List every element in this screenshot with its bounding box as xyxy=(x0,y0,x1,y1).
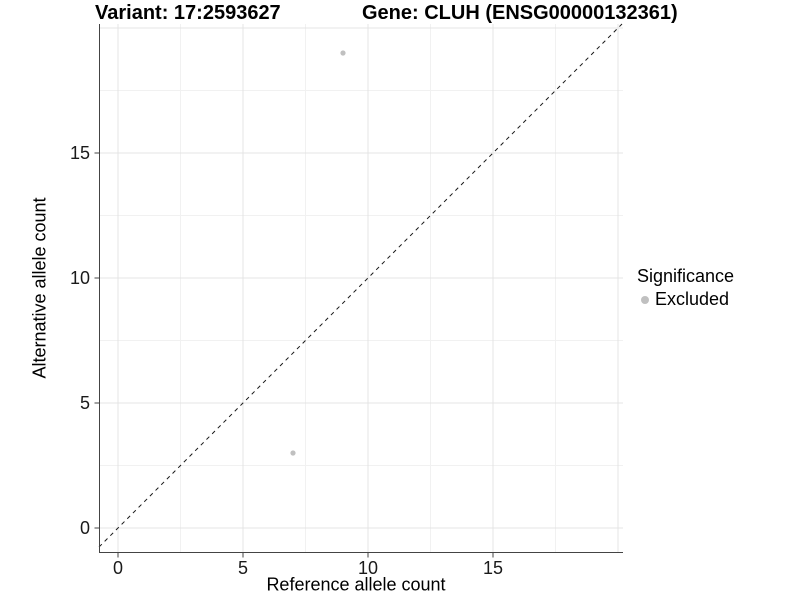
identity-line xyxy=(98,23,623,548)
x-tick-label: 0 xyxy=(113,558,123,578)
legend-point-icon xyxy=(641,295,649,304)
legend-item-excluded: Excluded xyxy=(637,289,734,310)
legend-item-label: Excluded xyxy=(655,289,730,309)
legend: Significance Excluded xyxy=(637,266,734,310)
legend-title: Significance xyxy=(637,266,735,286)
data-point xyxy=(340,50,346,56)
data-point xyxy=(290,450,296,456)
plot-title-gene: Gene: CLUH (ENSG00000132361) xyxy=(362,2,678,24)
x-tick-label: 10 xyxy=(358,558,378,578)
y-tick-label: 0 xyxy=(80,518,90,538)
y-tick-label: 15 xyxy=(70,143,90,163)
x-tick-label: 15 xyxy=(483,558,503,578)
x-tick-label: 5 xyxy=(238,558,248,578)
x-axis-title: Reference allele count xyxy=(266,574,446,595)
y-tick-label: 10 xyxy=(70,268,90,288)
plot-title-variant: Variant: 17:2593627 xyxy=(95,2,281,24)
y-axis-title: Alternative allele count xyxy=(29,197,50,379)
plot-panel: 0 5 10 15 0 5 10 15 xyxy=(70,23,623,578)
y-tick-label: 5 xyxy=(80,393,90,413)
